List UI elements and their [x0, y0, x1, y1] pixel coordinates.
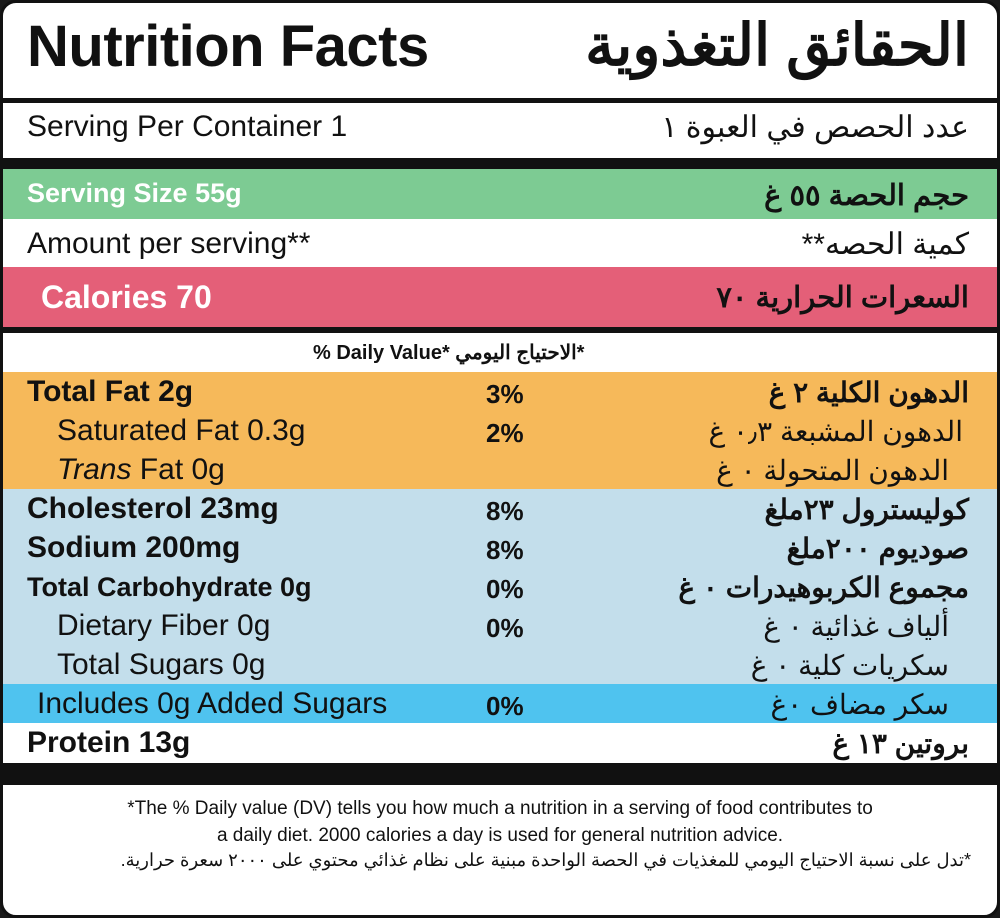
- nutrient-row-saturated-fat: Saturated Fat 0.3g 2% الدهون المشبعة ٠٫٣…: [3, 411, 997, 450]
- serving-size-en: Serving Size 55g: [27, 178, 242, 208]
- daily-value-percent: 8%: [486, 496, 524, 526]
- daily-value-percent: 3%: [486, 379, 524, 409]
- daily-value-percent: 2%: [486, 418, 524, 448]
- amount-per-serving-en: Amount per serving**: [27, 227, 311, 260]
- nutrient-name-ar: كوليسترول ٢٣ملغ: [764, 494, 969, 525]
- nutrient-row-total-carbohydrate: Total Carbohydrate 0g 0% مجموع الكربوهيد…: [3, 567, 997, 606]
- nutrient-name-ar: صوديوم ٢٠٠ملغ: [786, 533, 969, 564]
- nutrient-name-ar: مجموع الكربوهيدرات ٠ غ: [678, 572, 969, 603]
- nutrient-name-en: Total Sugars 0g: [57, 648, 266, 681]
- title-arabic: الحقائق التغذوية: [585, 13, 969, 78]
- daily-value-header-row: % Daily Value* الاحتياج اليومي*: [3, 333, 997, 371]
- nutrient-name-en: Includes 0g Added Sugars: [37, 687, 388, 720]
- daily-value-percent: 0%: [486, 574, 524, 604]
- daily-value-percent: 0%: [486, 691, 524, 721]
- nutrient-row-sodium: Sodium 200mg 8% صوديوم ٢٠٠ملغ: [3, 528, 997, 567]
- nutrient-name-en: Saturated Fat 0.3g: [57, 414, 306, 447]
- trans-italic: Trans: [57, 453, 132, 486]
- footnote-line: a daily diet. 2000 calories a day is use…: [216, 825, 784, 846]
- nutrient-name-ar: سكريات كلية ٠ غ: [750, 650, 949, 681]
- servings-per-container-en: Serving Per Container 1: [27, 110, 348, 143]
- divider-thick: [3, 98, 997, 103]
- nutrient-name-en: Trans Fat 0g: [57, 453, 225, 487]
- nutrient-row-trans-fat: Trans Fat 0g الدهون المتحولة ٠ غ: [3, 450, 997, 489]
- trans-fat-amount: Fat 0g: [131, 453, 225, 486]
- nutrient-name-en: Sodium 200mg: [27, 531, 241, 564]
- nutrient-name-ar: بروتين ١٣ غ: [832, 728, 969, 759]
- amount-per-serving-ar: كمية الحصه**: [801, 228, 969, 261]
- nutrient-name-en: Dietary Fiber 0g: [57, 609, 271, 642]
- nutrient-row-cholesterol: Cholesterol 23mg 8% كوليسترول ٢٣ملغ: [3, 489, 997, 528]
- nutrient-name-en: Total Fat 2g: [27, 375, 194, 408]
- footnote-line: *The % Daily value (DV) tells you how mu…: [127, 798, 873, 819]
- nutrient-name-ar: الدهون الكلية ٢ غ: [768, 377, 969, 408]
- title-row: Nutrition Facts الحقائق التغذوية: [3, 3, 997, 98]
- servings-per-container-ar: عدد الحصص في العبوة ١: [661, 111, 969, 144]
- footnote-english: *The % Daily value (DV) tells you how mu…: [3, 795, 997, 849]
- nutrient-row-protein: Protein 13g بروتين ١٣ غ: [3, 723, 997, 762]
- daily-value-percent: 8%: [486, 535, 524, 565]
- divider-heavy: [3, 763, 997, 785]
- divider-heavy: [3, 158, 997, 169]
- divider-thick: [3, 327, 997, 333]
- serving-size-row: Serving Size 55g حجم الحصة ٥٥ غ: [3, 169, 997, 219]
- calories-en: Calories 70: [41, 279, 212, 315]
- servings-per-container-row: Serving Per Container 1 عدد الحصص في الع…: [3, 98, 997, 158]
- nutrient-row-dietary-fiber: Dietary Fiber 0g 0% ألياف غذائية ٠ غ: [3, 606, 997, 645]
- daily-value-header: % Daily Value* الاحتياج اليومي*: [313, 342, 585, 364]
- amount-per-serving-row: Amount per serving** كمية الحصه**: [3, 219, 997, 267]
- nutrient-row-total-sugars: Total Sugars 0g سكريات كلية ٠ غ: [3, 645, 997, 684]
- nutrient-name-ar: سكر مضاف ٠غ: [770, 689, 949, 720]
- nutrient-name-ar: ألياف غذائية ٠ غ: [763, 611, 949, 642]
- nutrient-name-en: Total Carbohydrate 0g: [27, 572, 312, 602]
- daily-value-percent: 0%: [486, 613, 524, 643]
- calories-ar: السعرات الحرارية ٧٠: [716, 282, 969, 314]
- nutrient-name-ar: الدهون المشبعة ٠٫٣ غ: [708, 416, 963, 447]
- serving-size-ar: حجم الحصة ٥٥ غ: [764, 180, 969, 212]
- calories-row: Calories 70 السعرات الحرارية ٧٠: [3, 267, 997, 327]
- nutrient-row-total-fat: Total Fat 2g 3% الدهون الكلية ٢ غ: [3, 372, 997, 411]
- footnote-arabic: *تدل على نسبة الاحتياج اليومي للمغذيات ف…: [120, 850, 971, 870]
- title-english: Nutrition Facts: [27, 14, 429, 79]
- nutrient-name-en: Protein 13g: [27, 726, 191, 759]
- nutrient-name-ar: الدهون المتحولة ٠ غ: [716, 455, 949, 486]
- nutrient-row-added-sugars: Includes 0g Added Sugars 0% سكر مضاف ٠غ: [3, 684, 997, 723]
- nutrient-name-en: Cholesterol 23mg: [27, 492, 279, 525]
